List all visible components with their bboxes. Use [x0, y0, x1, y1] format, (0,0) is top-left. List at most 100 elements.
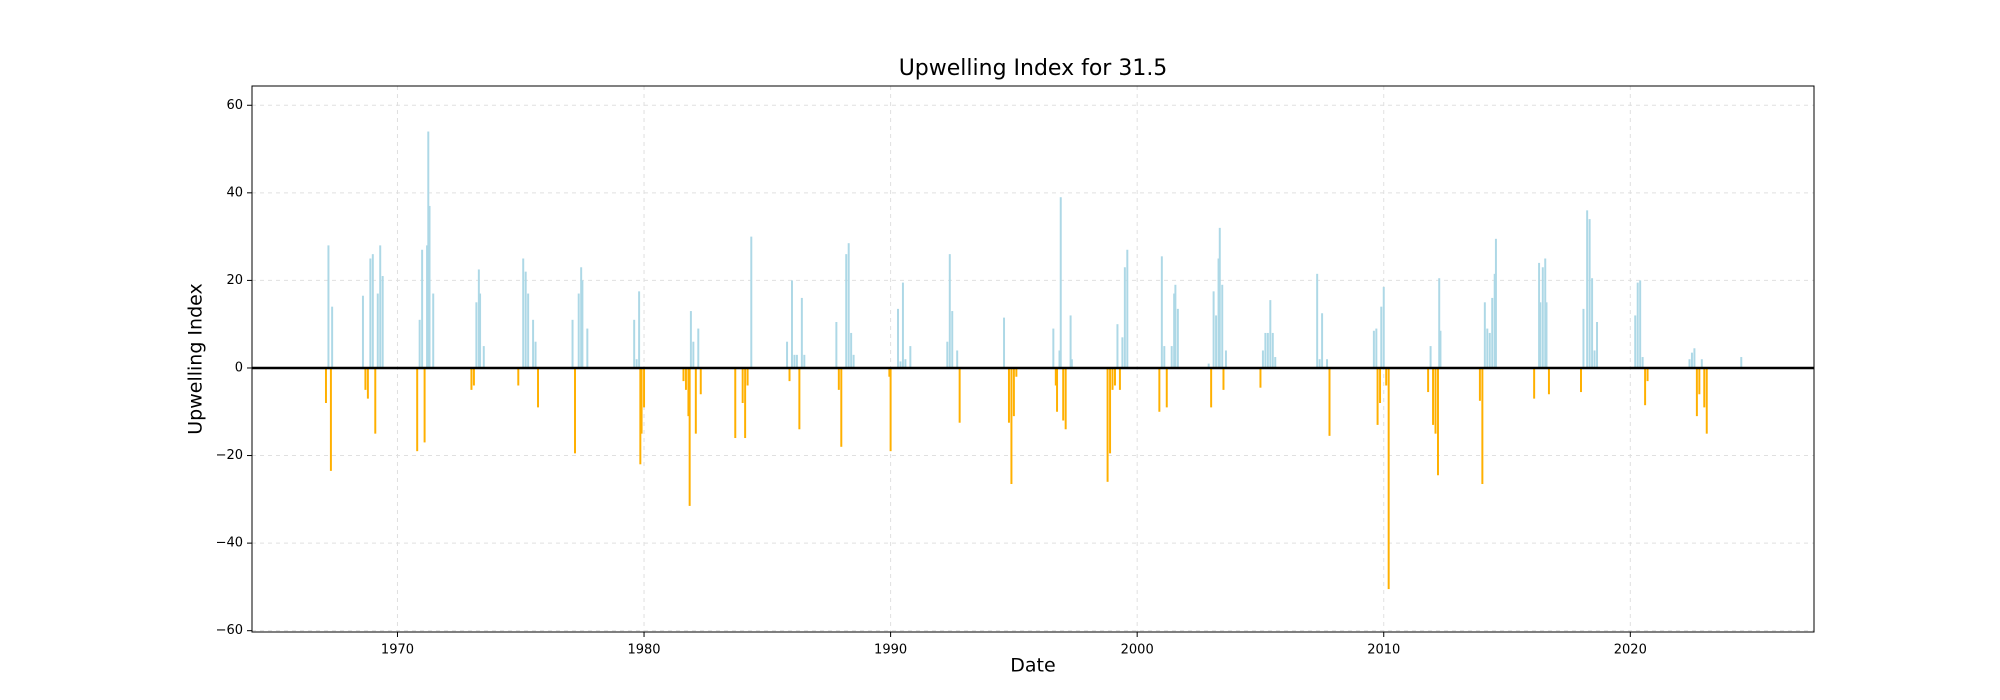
bar — [1375, 328, 1378, 368]
bar — [1639, 280, 1642, 368]
bar — [1545, 302, 1548, 368]
bar — [1646, 367, 1649, 382]
bar — [1052, 328, 1055, 368]
bar — [1688, 359, 1691, 368]
bar — [1483, 302, 1486, 368]
bar — [1326, 359, 1329, 368]
bar — [324, 367, 327, 404]
bar — [1547, 367, 1550, 395]
bar — [684, 367, 687, 390]
bar — [850, 332, 853, 368]
bar — [1539, 302, 1542, 368]
bar — [639, 367, 642, 465]
bar — [1588, 219, 1591, 368]
bar — [1488, 332, 1491, 368]
bar — [532, 319, 535, 368]
bar — [1015, 367, 1018, 377]
bar — [1069, 315, 1072, 368]
bar — [527, 293, 530, 368]
bar — [888, 367, 891, 377]
bar — [847, 243, 850, 368]
bar — [1372, 330, 1375, 368]
bar — [1380, 306, 1383, 368]
bar — [1740, 357, 1743, 368]
bar — [798, 367, 801, 430]
y-tick-label: −20 — [216, 448, 243, 463]
bar — [1121, 337, 1124, 368]
bar — [1634, 315, 1637, 368]
bar — [1596, 322, 1599, 368]
bar — [381, 276, 384, 368]
bar — [803, 354, 806, 368]
bar — [479, 293, 482, 368]
x-tick-label: 2020 — [1614, 643, 1647, 658]
y-tick-label: 60 — [226, 98, 243, 113]
bar — [472, 367, 475, 386]
bar — [1126, 249, 1129, 368]
bar — [369, 258, 372, 368]
bar — [1207, 363, 1210, 368]
bar — [379, 245, 382, 368]
bar — [699, 367, 702, 395]
bar — [374, 367, 377, 434]
bar — [689, 311, 692, 368]
bar — [1382, 286, 1385, 368]
bar — [1582, 308, 1585, 368]
bar — [1328, 367, 1331, 436]
bar — [1318, 359, 1321, 368]
bar — [1693, 348, 1696, 368]
bar — [697, 328, 700, 368]
bar — [889, 367, 892, 452]
bar — [694, 367, 697, 434]
bar — [1007, 367, 1010, 423]
bar — [427, 131, 430, 368]
bar — [1222, 367, 1225, 390]
bar — [790, 280, 793, 368]
bar — [1003, 317, 1006, 368]
bar — [1224, 350, 1227, 368]
bar — [423, 367, 426, 443]
bar — [1538, 262, 1541, 368]
bar — [1644, 367, 1647, 406]
bar — [837, 367, 840, 390]
bar — [1580, 367, 1582, 393]
chart-title: Upwelling Index for 31.5 — [899, 56, 1168, 81]
bar — [1070, 359, 1073, 368]
bar — [524, 271, 527, 368]
bar — [1174, 284, 1177, 368]
bar — [899, 361, 902, 368]
bar — [1695, 367, 1698, 417]
bar — [643, 367, 646, 408]
bar — [331, 306, 334, 368]
bar — [946, 341, 949, 368]
bar — [1221, 284, 1224, 368]
bar — [688, 367, 691, 506]
bar — [1439, 330, 1442, 368]
bar — [845, 254, 848, 368]
bar — [1478, 367, 1481, 401]
x-axis-label: Date — [1010, 655, 1055, 677]
bar — [580, 267, 583, 368]
bar — [1271, 332, 1274, 368]
bar — [534, 341, 537, 368]
bar — [1264, 332, 1267, 368]
bar — [1118, 367, 1121, 390]
x-tick-label: 2010 — [1367, 643, 1400, 658]
bar — [958, 367, 961, 423]
bar — [1106, 367, 1109, 482]
bar — [1636, 282, 1639, 368]
bar — [1170, 346, 1173, 368]
bar — [1259, 367, 1262, 388]
bar — [1261, 350, 1264, 368]
bar — [1494, 238, 1497, 368]
bar — [1274, 357, 1277, 368]
bar — [746, 367, 749, 386]
bar — [1064, 367, 1067, 430]
bar — [1173, 293, 1176, 368]
x-tick-label: 1980 — [627, 643, 660, 658]
bar — [1541, 267, 1544, 368]
x-tick-label: 2000 — [1121, 643, 1154, 658]
bar — [416, 367, 419, 452]
bar — [366, 367, 369, 399]
